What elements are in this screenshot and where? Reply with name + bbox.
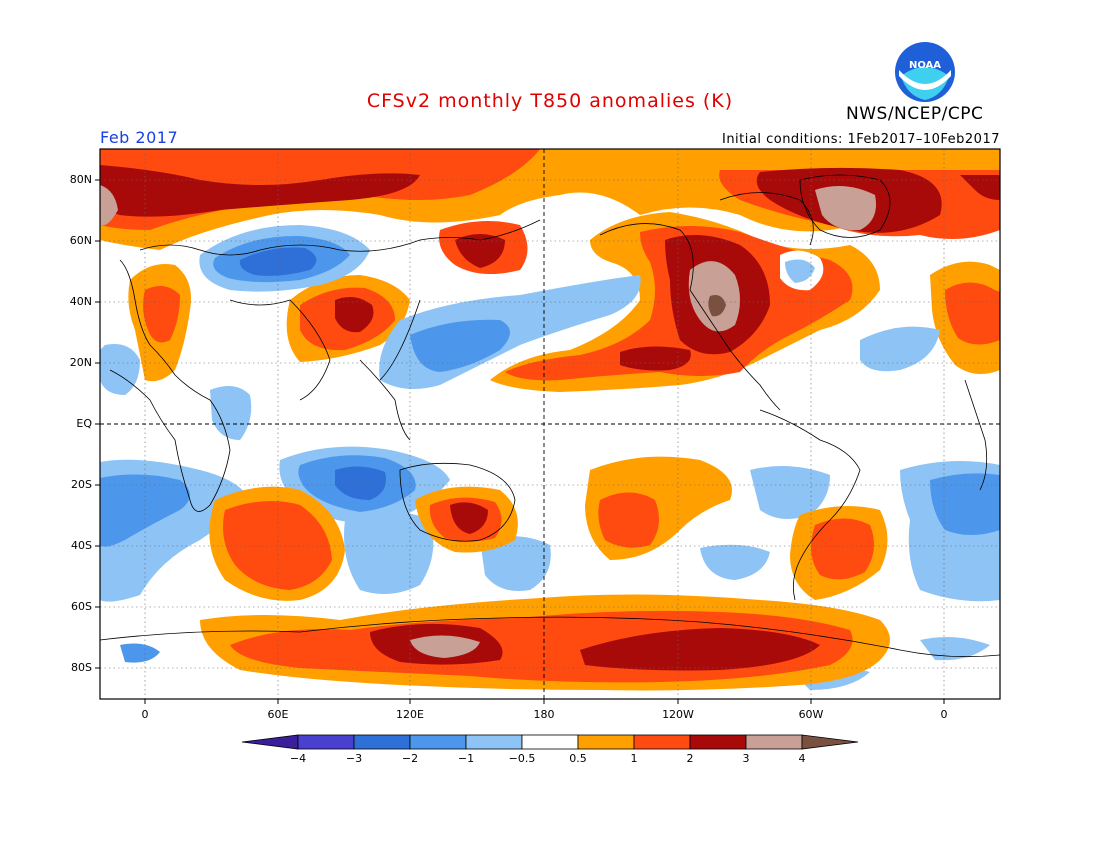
lat-label-40n: 40N bbox=[69, 295, 92, 308]
colorbar-label-m1: −1 bbox=[457, 752, 475, 765]
lon-label-120e: 120E bbox=[396, 708, 424, 721]
colorbar-label-p3: 3 bbox=[742, 752, 750, 765]
warm-region-southern bbox=[209, 456, 888, 601]
colorbar-swatch bbox=[745, 734, 803, 750]
svg-text:NOAA: NOAA bbox=[909, 60, 941, 71]
colorbar-swatch bbox=[577, 734, 635, 750]
colorbar-label-p4: 4 bbox=[798, 752, 806, 765]
colorbar-swatch bbox=[689, 734, 747, 750]
colorbar-label-p1: 1 bbox=[630, 752, 638, 765]
lat-label-80s: 80S bbox=[71, 661, 92, 674]
colorbar-swatch bbox=[633, 734, 691, 750]
initial-conditions-label: Initial conditions: 1Feb2017–10Feb2017 bbox=[721, 132, 1000, 147]
warm-region-east-asia bbox=[286, 275, 410, 362]
lat-label-eq: EQ bbox=[76, 417, 92, 430]
lat-label-20s: 20S bbox=[71, 478, 92, 491]
month-label: Feb 2017 bbox=[100, 128, 179, 147]
colorbar-label-p2: 2 bbox=[686, 752, 694, 765]
lon-label-60e: 60E bbox=[267, 708, 289, 721]
colorbar-swatch bbox=[409, 734, 467, 750]
warm-region-antarctic bbox=[200, 594, 890, 691]
lat-label-60n: 60N bbox=[69, 234, 92, 247]
lat-label-80n: 80N bbox=[69, 173, 92, 186]
lat-label-60s: 60S bbox=[71, 600, 92, 613]
colorbar-swatch bbox=[521, 734, 579, 750]
lat-label-20n: 20N bbox=[69, 356, 92, 369]
colorbar-swatch bbox=[353, 734, 411, 750]
chart-title: CFSv2 monthly T850 anomalies (K) bbox=[366, 90, 734, 112]
lon-label-0-east: 0 bbox=[940, 708, 948, 721]
lat-label-40s: 40S bbox=[71, 539, 92, 552]
cold-region-northern bbox=[100, 225, 940, 440]
colorbar-arrow-low bbox=[241, 734, 299, 750]
colorbar-label-m4: −4 bbox=[289, 752, 307, 765]
lon-label-180: 180 bbox=[533, 708, 555, 721]
cold-region-southern bbox=[100, 446, 1000, 690]
coastlines bbox=[100, 174, 1000, 658]
colorbar-label-m2: −2 bbox=[401, 752, 419, 765]
colorbar-label-m3: −3 bbox=[345, 752, 363, 765]
lon-label-120w: 120W bbox=[662, 708, 694, 721]
warm-region-europe bbox=[128, 261, 1000, 382]
colorbar-swatch bbox=[465, 734, 523, 750]
equator-dateline bbox=[100, 149, 1000, 699]
colorbar-label-m05: −0.5 bbox=[508, 752, 536, 765]
lon-label-60w: 60W bbox=[798, 708, 824, 721]
warm-region-arctic bbox=[100, 149, 1000, 274]
lon-label-0: 0 bbox=[141, 708, 149, 721]
colorbar-label-p05: 0.5 bbox=[569, 752, 587, 765]
colorbar-swatch bbox=[297, 734, 355, 750]
agency-label: NWS/NCEP/CPC bbox=[846, 104, 984, 124]
noaa-logo: NOAA bbox=[895, 42, 955, 102]
colorbar-arrow-high bbox=[801, 734, 859, 750]
